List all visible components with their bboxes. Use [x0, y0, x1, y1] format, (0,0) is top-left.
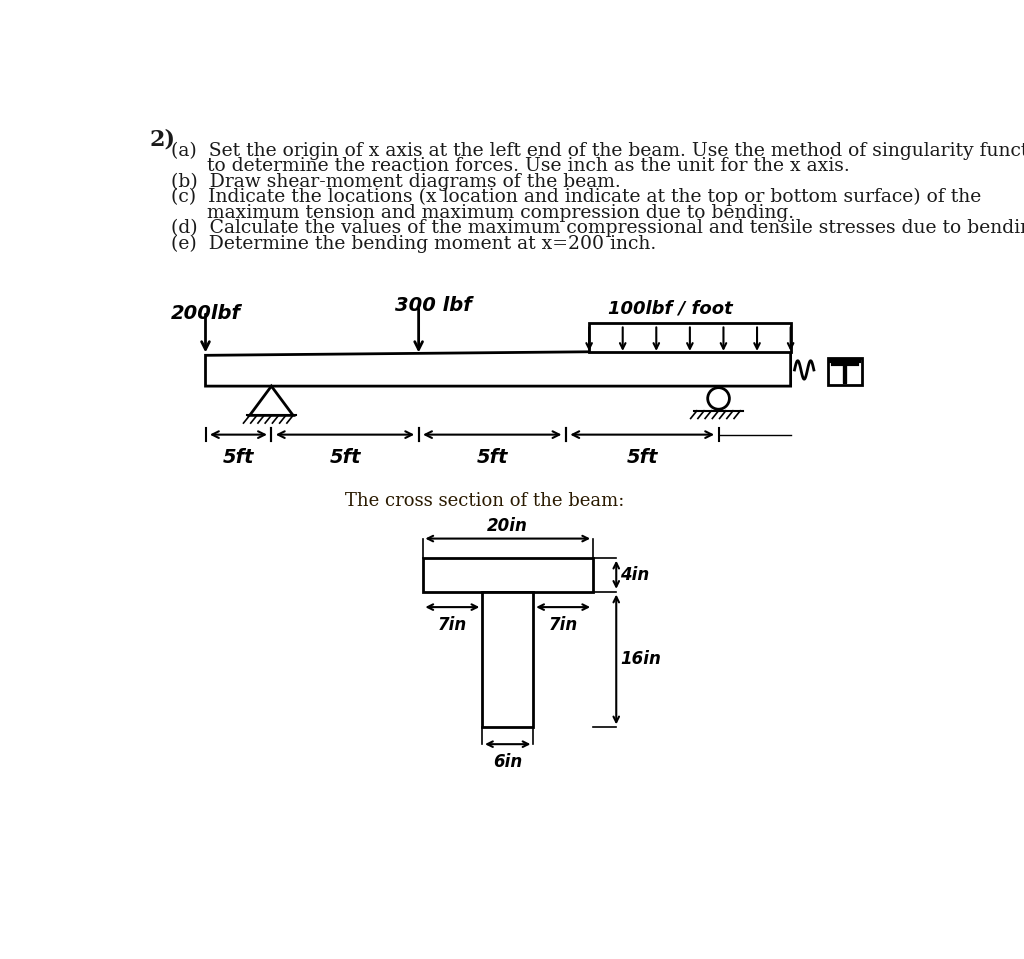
- Text: 4in: 4in: [621, 566, 649, 584]
- Text: 7in: 7in: [437, 617, 467, 634]
- Text: 5ft: 5ft: [627, 449, 658, 467]
- Text: 300 lbf: 300 lbf: [395, 296, 472, 315]
- Text: (b)  Draw shear-moment diagrams of the beam.: (b) Draw shear-moment diagrams of the be…: [171, 173, 621, 191]
- Text: (c)  Indicate the locations (x location and indicate at the top or bottom surfac: (c) Indicate the locations (x location a…: [171, 188, 981, 206]
- Text: 7in: 7in: [549, 617, 578, 634]
- Text: 100lbf / foot: 100lbf / foot: [608, 300, 733, 317]
- Polygon shape: [250, 386, 293, 415]
- Text: The cross section of the beam:: The cross section of the beam:: [345, 492, 625, 510]
- Polygon shape: [206, 350, 791, 386]
- Text: (d)  Calculate the values of the maximum compressional and tensile stresses due : (d) Calculate the values of the maximum …: [171, 219, 1024, 237]
- Text: 5ft: 5ft: [222, 449, 254, 467]
- Bar: [482, 592, 534, 727]
- Bar: [423, 558, 593, 592]
- Text: to determine the reaction forces. Use inch as the unit for the x axis.: to determine the reaction forces. Use in…: [171, 157, 849, 175]
- Circle shape: [708, 387, 729, 409]
- Text: 16in: 16in: [621, 650, 662, 668]
- Bar: [589, 323, 791, 352]
- Text: 2): 2): [150, 129, 176, 151]
- Text: 6in: 6in: [494, 754, 522, 771]
- Text: maximum tension and maximum compression due to bending.: maximum tension and maximum compression …: [171, 203, 794, 222]
- Text: 20in: 20in: [487, 517, 528, 535]
- Text: 5ft: 5ft: [476, 449, 508, 467]
- Text: (e)  Determine the bending moment at x=200 inch.: (e) Determine the bending moment at x=20…: [171, 234, 656, 252]
- Text: 5ft: 5ft: [330, 449, 360, 467]
- Bar: [827, 358, 862, 386]
- Text: (a)  Set the origin of x axis at the left end of the beam. Use the method of sin: (a) Set the origin of x axis at the left…: [171, 142, 1024, 160]
- Text: 200lbf: 200lbf: [171, 304, 241, 323]
